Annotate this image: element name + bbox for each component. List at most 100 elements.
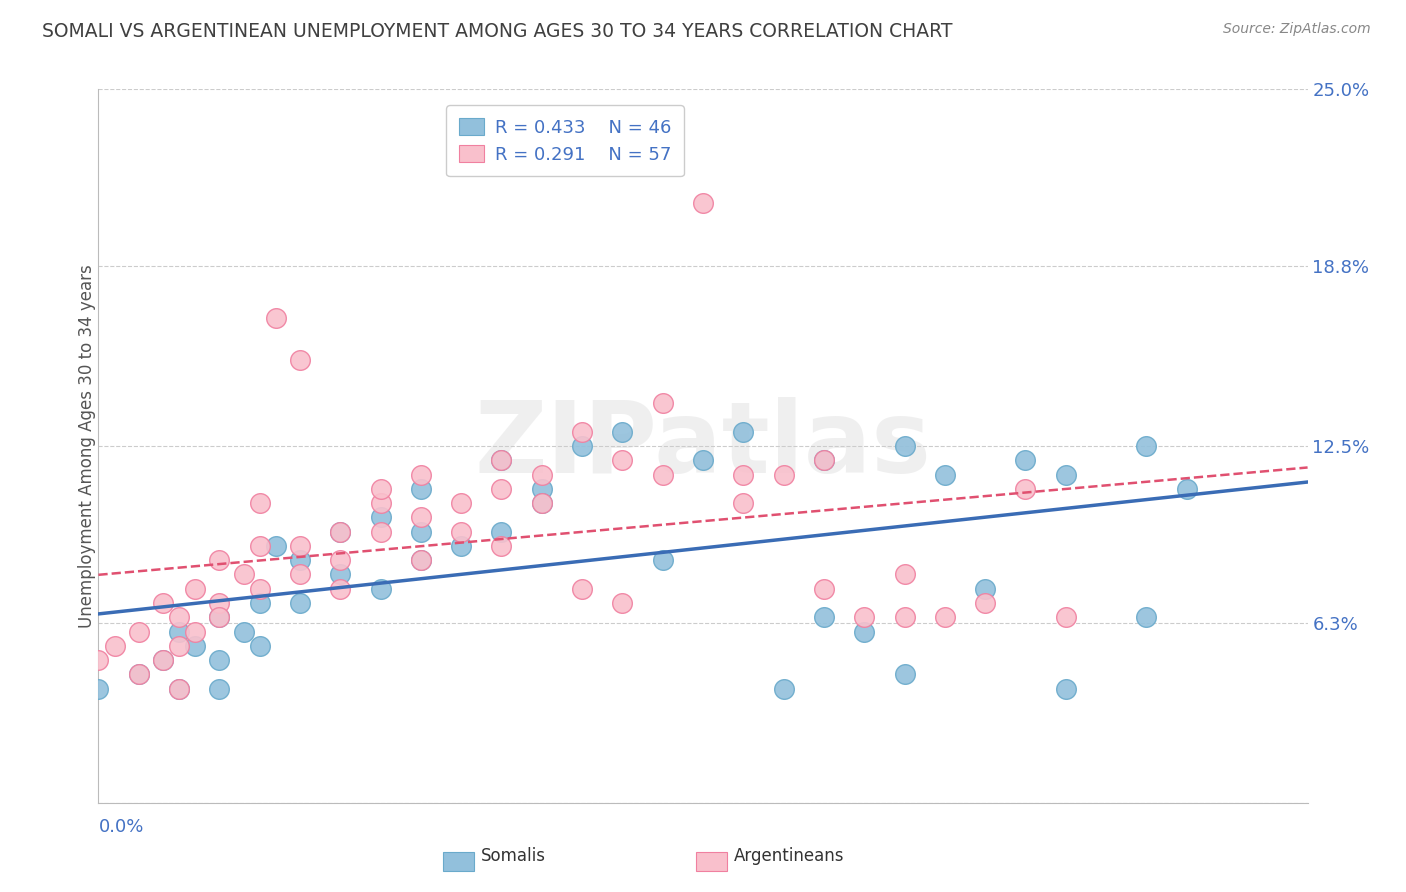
- Text: ZIPatlas: ZIPatlas: [475, 398, 931, 494]
- Point: [167, 681, 190, 696]
- Point: [167, 624, 190, 639]
- Point: [974, 596, 997, 610]
- Point: [264, 310, 287, 325]
- Point: [329, 553, 352, 567]
- Point: [232, 567, 254, 582]
- Point: [893, 439, 915, 453]
- Point: [128, 624, 150, 639]
- Point: [409, 524, 432, 539]
- Text: 0.0%: 0.0%: [98, 819, 143, 837]
- Point: [329, 582, 352, 596]
- Point: [208, 681, 231, 696]
- Point: [409, 553, 432, 567]
- Point: [167, 639, 190, 653]
- Point: [530, 496, 553, 510]
- Point: [409, 467, 432, 482]
- Point: [893, 667, 915, 681]
- Point: [450, 539, 472, 553]
- Point: [1014, 453, 1036, 467]
- Point: [853, 624, 876, 639]
- Point: [184, 582, 207, 596]
- Point: [651, 396, 673, 410]
- Point: [370, 482, 392, 496]
- Point: [409, 482, 432, 496]
- Point: [167, 681, 190, 696]
- Point: [813, 582, 835, 596]
- Point: [1135, 610, 1157, 624]
- Point: [1014, 482, 1036, 496]
- Point: [772, 467, 794, 482]
- Point: [491, 453, 513, 467]
- Point: [249, 582, 271, 596]
- Point: [184, 639, 207, 653]
- Point: [249, 596, 271, 610]
- Point: [152, 653, 174, 667]
- Point: [264, 539, 287, 553]
- Point: [409, 510, 432, 524]
- Point: [208, 610, 231, 624]
- Point: [87, 653, 110, 667]
- Point: [571, 425, 593, 439]
- Text: Source: ZipAtlas.com: Source: ZipAtlas.com: [1223, 22, 1371, 37]
- Point: [329, 567, 352, 582]
- Text: Somalis: Somalis: [481, 847, 546, 865]
- Legend: R = 0.433    N = 46, R = 0.291    N = 57: R = 0.433 N = 46, R = 0.291 N = 57: [446, 105, 683, 177]
- Point: [1054, 610, 1077, 624]
- Point: [249, 496, 271, 510]
- Point: [772, 681, 794, 696]
- Point: [249, 539, 271, 553]
- Point: [1054, 467, 1077, 482]
- Point: [934, 610, 956, 624]
- Point: [491, 524, 513, 539]
- Point: [208, 610, 231, 624]
- Point: [288, 596, 311, 610]
- Point: [530, 496, 553, 510]
- Point: [288, 553, 311, 567]
- Point: [128, 667, 150, 681]
- Point: [152, 653, 174, 667]
- Point: [288, 353, 311, 368]
- Point: [612, 596, 634, 610]
- Text: Argentineans: Argentineans: [734, 847, 845, 865]
- Point: [1175, 482, 1198, 496]
- Point: [87, 681, 110, 696]
- Point: [370, 524, 392, 539]
- Point: [813, 610, 835, 624]
- Point: [1135, 439, 1157, 453]
- Point: [733, 425, 755, 439]
- Y-axis label: Unemployment Among Ages 30 to 34 years: Unemployment Among Ages 30 to 34 years: [79, 264, 96, 628]
- Point: [167, 610, 190, 624]
- Text: SOMALI VS ARGENTINEAN UNEMPLOYMENT AMONG AGES 30 TO 34 YEARS CORRELATION CHART: SOMALI VS ARGENTINEAN UNEMPLOYMENT AMONG…: [42, 22, 953, 41]
- Point: [571, 582, 593, 596]
- Point: [571, 439, 593, 453]
- Point: [128, 667, 150, 681]
- Point: [450, 524, 472, 539]
- Point: [692, 196, 714, 211]
- Point: [1054, 681, 1077, 696]
- Point: [103, 639, 125, 653]
- Point: [409, 553, 432, 567]
- Point: [249, 639, 271, 653]
- Point: [329, 524, 352, 539]
- Point: [651, 553, 673, 567]
- Point: [612, 453, 634, 467]
- Point: [370, 582, 392, 596]
- Point: [491, 539, 513, 553]
- Point: [491, 453, 513, 467]
- Point: [288, 567, 311, 582]
- Point: [733, 467, 755, 482]
- Point: [232, 624, 254, 639]
- Point: [370, 496, 392, 510]
- Point: [152, 596, 174, 610]
- Point: [612, 425, 634, 439]
- Point: [491, 482, 513, 496]
- Point: [733, 496, 755, 510]
- Point: [934, 467, 956, 482]
- Point: [208, 553, 231, 567]
- Point: [853, 610, 876, 624]
- Point: [813, 453, 835, 467]
- Point: [370, 510, 392, 524]
- Point: [692, 453, 714, 467]
- Point: [208, 596, 231, 610]
- Point: [651, 467, 673, 482]
